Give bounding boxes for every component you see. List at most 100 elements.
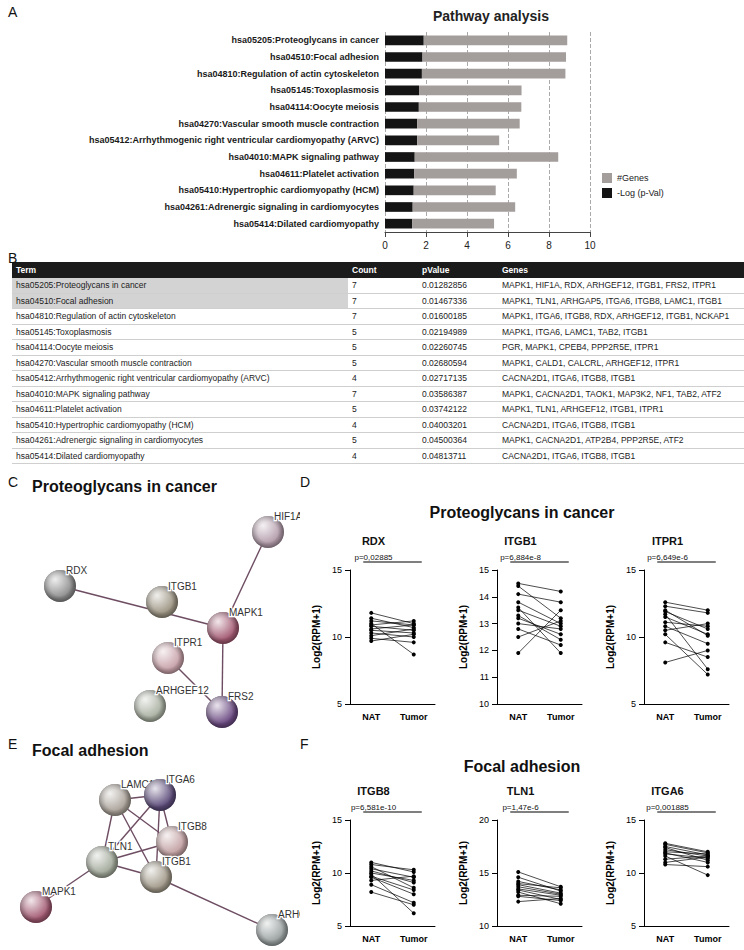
html-text:Focal adhesion: Focal adhesion bbox=[32, 742, 149, 759]
svg-text:Tumor: Tumor bbox=[547, 712, 575, 722]
html-text:hsa04810:Regulation of actin c: hsa04810:Regulation of actin cytoskeleto… bbox=[16, 311, 176, 322]
svg-text:5: 5 bbox=[337, 699, 342, 709]
svg-text:15: 15 bbox=[332, 815, 342, 825]
svg-text:2: 2 bbox=[423, 240, 429, 251]
svg-text:ITGA6: ITGA6 bbox=[166, 774, 195, 785]
svg-text:ITGB8: ITGB8 bbox=[357, 785, 389, 797]
svg-text:hsa05414:Dilated cardiomyopath: hsa05414:Dilated cardiomyopathy bbox=[233, 219, 379, 229]
svg-text:NAT: NAT bbox=[509, 934, 527, 944]
svg-text:Log2(RPM+1): Log2(RPM+1) bbox=[605, 605, 616, 669]
svg-text:Tumor: Tumor bbox=[400, 934, 428, 944]
svg-text:Log2(RPM+1): Log2(RPM+1) bbox=[458, 841, 469, 905]
svg-text:Log2(RPM+1): Log2(RPM+1) bbox=[311, 605, 322, 669]
html-text:MAPK1, HIF1A, RDX, ARHGEF12, I: MAPK1, HIF1A, RDX, ARHGEF12, ITGB1, FRS2… bbox=[502, 280, 716, 291]
svg-text:#Genes: #Genes bbox=[617, 173, 649, 183]
svg-text:p=0,02885: p=0,02885 bbox=[354, 553, 393, 562]
svg-text:15: 15 bbox=[626, 815, 636, 825]
svg-text:8: 8 bbox=[546, 240, 552, 251]
svg-text:NAT: NAT bbox=[362, 934, 380, 944]
svg-text:Tumor: Tumor bbox=[400, 712, 428, 722]
svg-text:13: 13 bbox=[479, 619, 489, 629]
html-text:hsa05205:Proteoglycans in canc: hsa05205:Proteoglycans in cancer bbox=[16, 280, 147, 291]
svg-text:hsa05412:Arrhythmogenic right: hsa05412:Arrhythmogenic right ventricula… bbox=[89, 135, 379, 145]
svg-text:12: 12 bbox=[479, 645, 489, 655]
svg-text:NAT: NAT bbox=[509, 712, 527, 722]
svg-text:Tumor: Tumor bbox=[547, 934, 575, 944]
svg-text:NAT: NAT bbox=[656, 712, 674, 722]
html-text:hsa04510:Focal adhesion: hsa04510:Focal adhesion bbox=[16, 295, 114, 306]
svg-text:10: 10 bbox=[584, 240, 596, 251]
svg-text:ITPR1: ITPR1 bbox=[652, 535, 683, 547]
svg-text:ITGB1: ITGB1 bbox=[168, 581, 197, 592]
svg-text:Log2(RPM+1): Log2(RPM+1) bbox=[605, 841, 616, 905]
svg-text:hsa04261:Adrenergic signaling: hsa04261:Adrenergic signaling in cardiom… bbox=[164, 202, 379, 212]
svg-text:ARHGAP5: ARHGAP5 bbox=[278, 909, 300, 920]
html-text:Focal adhesion: Focal adhesion bbox=[463, 758, 581, 775]
svg-text:hsa05205:Proteoglycans in canc: hsa05205:Proteoglycans in cancer bbox=[231, 35, 379, 45]
svg-text:hsa04270:Vascular smooth muscl: hsa04270:Vascular smooth muscle contract… bbox=[178, 119, 379, 129]
html-text:0.02194989: 0.02194989 bbox=[422, 326, 467, 337]
svg-text:15: 15 bbox=[479, 565, 489, 575]
svg-text:14: 14 bbox=[479, 592, 489, 602]
svg-text:Tumor: Tumor bbox=[694, 712, 722, 722]
html-text:0.01600185: 0.01600185 bbox=[422, 311, 467, 322]
svg-text:p=0,001885: p=0,001885 bbox=[646, 803, 689, 812]
svg-text:ITGB1: ITGB1 bbox=[162, 856, 191, 867]
svg-text:15: 15 bbox=[626, 565, 636, 575]
svg-text:hsa05145:Toxoplasmosis: hsa05145:Toxoplasmosis bbox=[271, 85, 379, 95]
svg-text:hsa04611:Platelet activation: hsa04611:Platelet activation bbox=[259, 169, 379, 179]
svg-text:HIF1A: HIF1A bbox=[274, 511, 300, 522]
html-text:hsa05145:Toxoplasmosis: hsa05145:Toxoplasmosis bbox=[16, 326, 112, 337]
svg-text:NAT: NAT bbox=[362, 712, 380, 722]
svg-text:-Log (p-Val): -Log (p-Val) bbox=[617, 188, 664, 198]
html-text:MAPK1, TLN1, ARHGAP5, ITGA6, I: MAPK1, TLN1, ARHGAP5, ITGA6, ITGB8, LAMC… bbox=[502, 295, 722, 306]
svg-text:hsa04810:Regulation of actin c: hsa04810:Regulation of actin cytoskeleto… bbox=[197, 69, 379, 79]
html-text:MAPK1, ITGA6, ITGB8, RDX, ARHG: MAPK1, ITGA6, ITGB8, RDX, ARHGEF12, ITGB… bbox=[502, 311, 730, 322]
svg-text:p=1,47e-6: p=1,47e-6 bbox=[502, 803, 539, 812]
svg-text:Log2(RPM+1): Log2(RPM+1) bbox=[458, 605, 469, 669]
svg-text:10: 10 bbox=[479, 699, 489, 709]
svg-text:20: 20 bbox=[479, 815, 489, 825]
svg-text:5: 5 bbox=[631, 921, 636, 931]
svg-text:6: 6 bbox=[505, 240, 511, 251]
svg-text:10: 10 bbox=[332, 632, 342, 642]
html-text:Proteoglycans in cancer: Proteoglycans in cancer bbox=[429, 504, 615, 521]
svg-text:ITGB8: ITGB8 bbox=[178, 821, 207, 832]
svg-text:NAT: NAT bbox=[656, 934, 674, 944]
svg-text:TLN1: TLN1 bbox=[108, 841, 133, 852]
svg-text:p=6,581e-10: p=6,581e-10 bbox=[351, 803, 397, 812]
svg-text:TLN1: TLN1 bbox=[507, 785, 535, 797]
svg-text:0: 0 bbox=[382, 240, 388, 251]
svg-text:MAPK1: MAPK1 bbox=[42, 886, 76, 897]
svg-text:10: 10 bbox=[626, 868, 636, 878]
svg-text:ITPR1: ITPR1 bbox=[174, 637, 203, 648]
svg-text:ITGA6: ITGA6 bbox=[651, 785, 683, 797]
svg-text:15: 15 bbox=[332, 565, 342, 575]
svg-text:RDX: RDX bbox=[66, 565, 87, 576]
svg-text:hsa04510:Focal adhesion: hsa04510:Focal adhesion bbox=[270, 52, 379, 62]
svg-text:ITGB1: ITGB1 bbox=[504, 535, 536, 547]
svg-text:10: 10 bbox=[479, 921, 489, 931]
svg-text:p=6,884e-8: p=6,884e-8 bbox=[500, 553, 541, 562]
svg-text:11: 11 bbox=[480, 672, 489, 682]
html-text:0.01282856: 0.01282856 bbox=[422, 280, 467, 291]
svg-text:10: 10 bbox=[626, 632, 636, 642]
svg-text:p=6,649e-6: p=6,649e-6 bbox=[647, 553, 688, 562]
svg-text:4: 4 bbox=[464, 240, 470, 251]
html-text:Proteoglycans in cancer: Proteoglycans in cancer bbox=[32, 478, 217, 495]
svg-text:5: 5 bbox=[631, 699, 636, 709]
svg-text:ARHGEF12: ARHGEF12 bbox=[156, 685, 209, 696]
html-text:0.01467336: 0.01467336 bbox=[422, 295, 467, 306]
svg-text:hsa04114:Oocyte meiosis: hsa04114:Oocyte meiosis bbox=[269, 102, 379, 112]
svg-text:Tumor: Tumor bbox=[694, 934, 722, 944]
svg-text:10: 10 bbox=[332, 868, 342, 878]
svg-text:RDX: RDX bbox=[362, 535, 386, 547]
svg-text:hsa05410:Hypertrophic cardiomy: hsa05410:Hypertrophic cardiomyopathy (HC… bbox=[178, 185, 379, 195]
svg-text:15: 15 bbox=[479, 868, 489, 878]
svg-text:Log2(RPM+1): Log2(RPM+1) bbox=[311, 841, 322, 905]
svg-text:FRS2: FRS2 bbox=[228, 691, 254, 702]
svg-text:hsa04010:MAPK signaling pathwa: hsa04010:MAPK signaling pathway bbox=[228, 152, 379, 162]
svg-text:MAPK1: MAPK1 bbox=[229, 607, 263, 618]
svg-text:Pathway analysis: Pathway analysis bbox=[433, 8, 549, 24]
svg-text:5: 5 bbox=[337, 921, 342, 931]
